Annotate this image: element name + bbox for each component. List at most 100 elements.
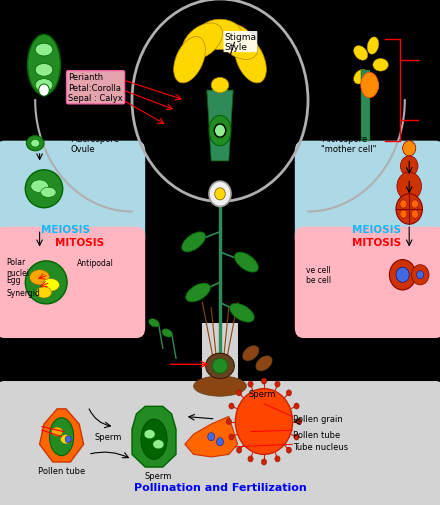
Ellipse shape <box>211 78 229 93</box>
Circle shape <box>235 389 293 454</box>
Ellipse shape <box>40 188 56 198</box>
Text: MITOSIS: MITOSIS <box>352 237 401 247</box>
Circle shape <box>411 265 429 285</box>
Ellipse shape <box>149 319 159 327</box>
Ellipse shape <box>354 70 368 85</box>
Circle shape <box>209 182 231 207</box>
Circle shape <box>411 200 418 209</box>
Ellipse shape <box>367 38 379 55</box>
Circle shape <box>403 141 416 157</box>
Text: Stigma
Style: Stigma Style <box>224 33 257 52</box>
Polygon shape <box>132 407 176 467</box>
Text: Pollen grain: Pollen grain <box>293 415 342 424</box>
Ellipse shape <box>30 270 49 285</box>
Ellipse shape <box>182 24 223 60</box>
Circle shape <box>389 260 416 290</box>
Ellipse shape <box>42 279 59 292</box>
Circle shape <box>396 268 409 283</box>
Text: Perianth
Petal:Corolla
Sepal : Calyx: Perianth Petal:Corolla Sepal : Calyx <box>68 73 123 103</box>
Text: Antipodal: Antipodal <box>77 258 114 267</box>
Ellipse shape <box>235 37 266 84</box>
Text: MEIOSIS: MEIOSIS <box>41 225 91 235</box>
Ellipse shape <box>194 376 246 396</box>
Circle shape <box>39 85 49 97</box>
Ellipse shape <box>354 46 368 61</box>
FancyBboxPatch shape <box>0 227 145 338</box>
Circle shape <box>229 434 234 440</box>
Circle shape <box>286 447 292 453</box>
Text: Tube nucleus: Tube nucleus <box>293 442 348 451</box>
Circle shape <box>229 403 234 409</box>
Ellipse shape <box>256 356 272 371</box>
Circle shape <box>208 433 215 441</box>
FancyBboxPatch shape <box>295 141 440 247</box>
FancyBboxPatch shape <box>0 141 145 247</box>
Text: Sperm: Sperm <box>95 432 122 441</box>
Polygon shape <box>185 417 238 457</box>
Ellipse shape <box>235 252 258 273</box>
Text: ve cell: ve cell <box>306 266 330 275</box>
Ellipse shape <box>51 427 62 436</box>
Circle shape <box>275 381 280 387</box>
Ellipse shape <box>215 124 225 139</box>
Circle shape <box>236 390 242 396</box>
Ellipse shape <box>35 44 53 57</box>
Circle shape <box>294 434 299 440</box>
Ellipse shape <box>367 76 379 93</box>
Circle shape <box>294 403 299 409</box>
Polygon shape <box>207 91 233 162</box>
Circle shape <box>275 456 280 462</box>
Ellipse shape <box>141 419 167 460</box>
Text: MEIOSIS: MEIOSIS <box>352 225 401 235</box>
Ellipse shape <box>162 329 172 337</box>
Circle shape <box>261 378 267 384</box>
Ellipse shape <box>50 418 74 456</box>
Ellipse shape <box>35 65 53 77</box>
Circle shape <box>65 436 71 443</box>
Text: Microspore
"mother cell": Microspore "mother cell" <box>321 134 377 154</box>
Text: Sperm: Sperm <box>249 389 276 398</box>
Ellipse shape <box>31 140 40 148</box>
Ellipse shape <box>35 80 53 92</box>
Text: MITOSIS: MITOSIS <box>55 237 104 247</box>
Ellipse shape <box>26 136 44 152</box>
Circle shape <box>248 456 253 462</box>
Circle shape <box>215 188 225 200</box>
Circle shape <box>286 390 292 396</box>
Circle shape <box>417 271 424 279</box>
Ellipse shape <box>174 37 205 84</box>
Circle shape <box>297 419 302 425</box>
Ellipse shape <box>217 24 258 60</box>
Circle shape <box>400 211 407 219</box>
Ellipse shape <box>230 304 254 323</box>
Text: Egg: Egg <box>7 276 21 285</box>
Text: Macrospore
Ovule: Macrospore Ovule <box>70 134 119 154</box>
Circle shape <box>236 447 242 453</box>
Ellipse shape <box>36 287 52 298</box>
Ellipse shape <box>153 440 164 449</box>
Circle shape <box>248 381 253 387</box>
Text: be cell: be cell <box>306 276 331 285</box>
FancyBboxPatch shape <box>0 381 440 505</box>
Ellipse shape <box>31 181 48 193</box>
Text: Synergid: Synergid <box>7 288 40 297</box>
Text: Sperm: Sperm <box>145 471 172 480</box>
Polygon shape <box>40 409 84 462</box>
Ellipse shape <box>212 359 228 374</box>
FancyBboxPatch shape <box>295 227 440 338</box>
Ellipse shape <box>209 116 231 146</box>
Ellipse shape <box>27 35 60 96</box>
Ellipse shape <box>243 346 259 361</box>
Circle shape <box>397 173 422 201</box>
Ellipse shape <box>205 354 234 379</box>
Ellipse shape <box>198 20 242 50</box>
Circle shape <box>226 419 231 425</box>
Ellipse shape <box>25 262 67 304</box>
Ellipse shape <box>186 283 210 302</box>
Circle shape <box>411 211 418 219</box>
Text: Polar
nuclei: Polar nuclei <box>7 258 29 277</box>
Circle shape <box>400 200 407 209</box>
Text: Pollen tube: Pollen tube <box>293 430 340 439</box>
Ellipse shape <box>361 73 378 98</box>
Text: Pollination and Fertilization: Pollination and Fertilization <box>134 482 306 492</box>
